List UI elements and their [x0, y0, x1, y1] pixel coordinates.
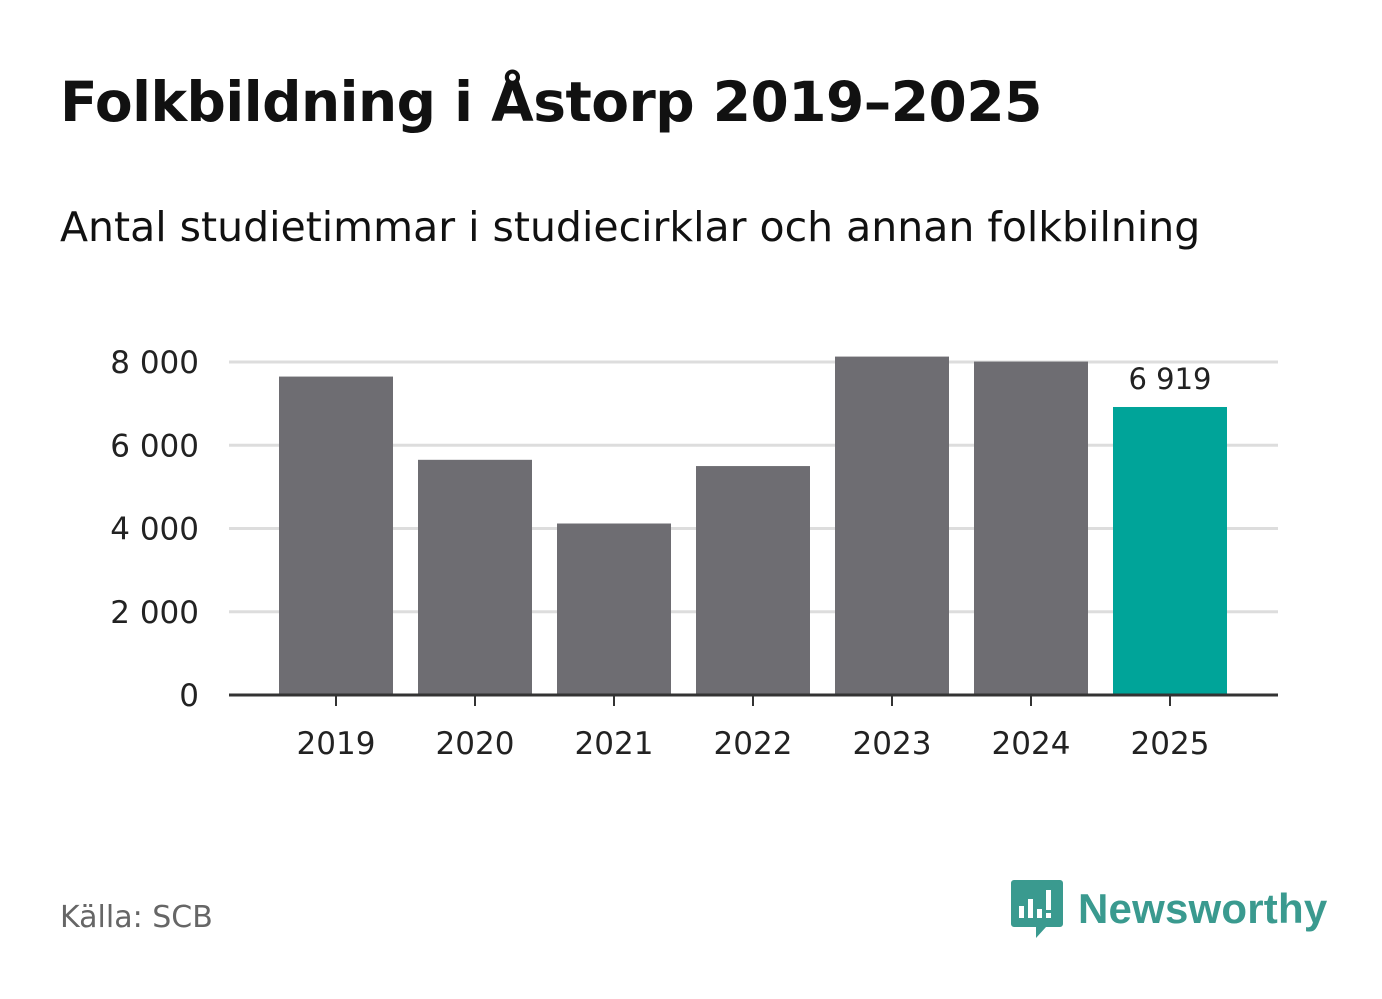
brand-name: Newsworthy [1078, 885, 1328, 932]
x-tick-label: 2024 [992, 726, 1071, 762]
bar-2023 [835, 356, 949, 695]
x-tick-label: 2023 [853, 726, 932, 762]
bar-2019 [279, 376, 393, 695]
x-tick-label: 2025 [1131, 726, 1210, 762]
y-axis-ticks: 0 2 000 4 000 6 000 8 000 [110, 345, 199, 714]
y-tick-label: 4 000 [110, 512, 199, 548]
y-tick-label: 6 000 [110, 428, 199, 464]
newsworthy-logo-icon [1011, 880, 1063, 938]
x-tick-label: 2022 [714, 726, 793, 762]
x-tick-label: 2020 [436, 726, 515, 762]
brand-logo: Newsworthy [1010, 878, 1327, 940]
bar-2024 [974, 361, 1088, 695]
data-label: 6 919 [1128, 362, 1211, 396]
bar-2022 [696, 466, 810, 695]
y-tick-label: 0 [179, 678, 199, 714]
x-axis-ticks: 2019 2020 2021 2022 2023 2024 2025 [297, 695, 1210, 762]
bar-2021 [557, 523, 671, 695]
x-tick-label: 2021 [575, 726, 654, 762]
chart-title: Folkbildning i Åstorp 2019–2025 [60, 70, 1042, 134]
data-labels: 6 919 [1128, 362, 1211, 396]
chart-subtitle: Antal studietimmar i studiecirklar och a… [60, 203, 1201, 251]
x-tick-label: 2019 [297, 726, 376, 762]
y-tick-label: 8 000 [110, 345, 199, 381]
bar-2020 [418, 459, 532, 695]
bar-2025 [1113, 406, 1227, 695]
bars [279, 356, 1227, 695]
source-note: Källa: SCB [60, 900, 213, 935]
y-tick-label: 2 000 [110, 595, 199, 631]
